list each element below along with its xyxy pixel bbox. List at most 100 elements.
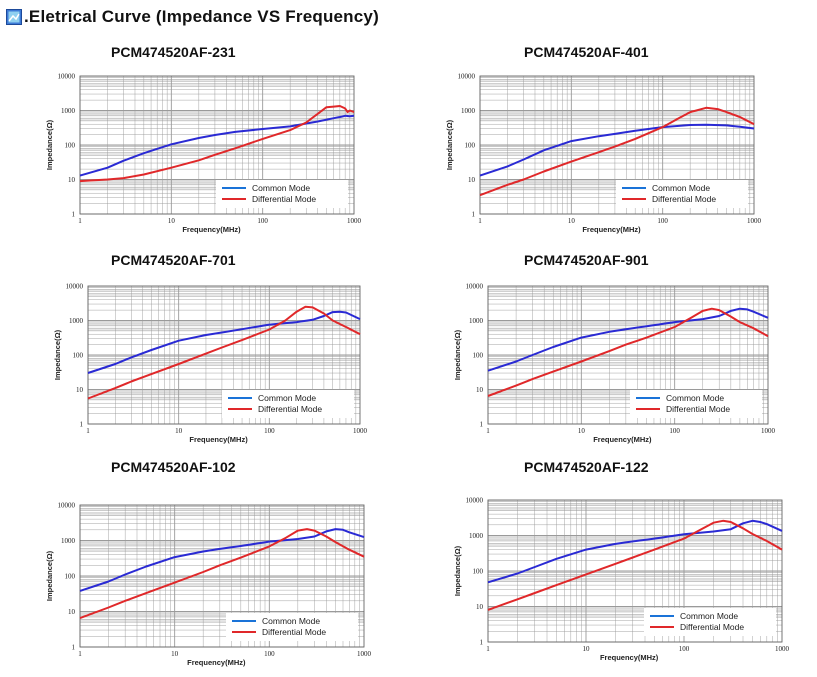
x-tick-label: 100 — [679, 645, 690, 653]
chart-4: 1 10 100 1000 10000 1 10 100 1000 Frequency(MHz) I… — [453, 283, 776, 445]
y-tick-label: 100 — [65, 573, 76, 581]
series-line-differential-mode — [479, 106, 755, 197]
chart-6: 1 10 100 1000 10000 1 10 100 1000 Frequency(MHz) I… — [453, 497, 790, 663]
page-header: .Eletrical Curve (Impedance VS Frequency… — [6, 5, 379, 29]
legend-label: Differential Mode — [262, 627, 326, 637]
y-tick-label: 10000 — [466, 283, 484, 291]
y-tick-label: 100 — [473, 352, 484, 360]
legend-label: Common Mode — [666, 393, 724, 403]
y-axis-label: Impedance(Ω) — [45, 550, 54, 601]
grid-bands — [488, 500, 782, 618]
series-line-common-mode — [479, 123, 755, 177]
x-axis-label: Frequency(MHz) — [182, 225, 241, 234]
legend-label: Common Mode — [262, 616, 320, 626]
series-line-common-mode — [79, 528, 365, 592]
plot-frame — [79, 75, 355, 215]
y-axis-label: Impedance(Ω) — [445, 119, 454, 170]
chart-2: 1 10 100 1000 10000 1 10 100 1000 Frequency(MHz) I… — [445, 73, 762, 235]
y-tick-label: 1 — [480, 421, 484, 429]
x-tick-label: 1000 — [775, 645, 790, 653]
y-tick-label: 10000 — [458, 73, 476, 81]
x-tick-label: 1 — [86, 427, 90, 435]
x-axis-label: Frequency(MHz) — [593, 435, 652, 444]
x-tick-label: 100 — [669, 427, 680, 435]
x-tick-label: 10 — [171, 650, 179, 658]
y-tick-label: 1 — [72, 644, 76, 652]
chart-title-4: PCM474520AF-901 — [524, 252, 649, 268]
x-tick-label: 10 — [568, 217, 576, 225]
y-tick-label: 10 — [476, 603, 484, 611]
legend-label: Differential Mode — [252, 194, 316, 204]
x-tick-label: 10 — [578, 427, 586, 435]
y-tick-label: 10 — [468, 176, 476, 184]
y-tick-label: 10 — [476, 386, 484, 394]
chart-5: 1 10 100 1000 10000 1 10 100 1000 Frequency(MHz) I… — [45, 502, 372, 668]
legend-label: Common Mode — [258, 393, 316, 403]
x-tick-label: 1000 — [357, 650, 372, 658]
series-line-differential-mode — [79, 105, 355, 183]
x-axis-label: Frequency(MHz) — [187, 658, 246, 667]
x-tick-label: 10 — [168, 217, 176, 225]
x-tick-label: 100 — [264, 650, 275, 658]
plot-frame — [87, 285, 361, 425]
y-tick-label: 1000 — [69, 317, 84, 325]
series-line-differential-mode — [87, 305, 361, 400]
plot-frame — [479, 75, 755, 215]
x-axis-label: Frequency(MHz) — [582, 225, 641, 234]
x-tick-label: 1000 — [353, 427, 368, 435]
legend-label: Differential Mode — [258, 404, 322, 414]
series-line-common-mode — [487, 307, 769, 372]
x-tick-label: 100 — [657, 217, 668, 225]
x-tick-label: 1 — [78, 650, 82, 658]
y-tick-label: 100 — [465, 142, 476, 150]
legend-label: Differential Mode — [652, 194, 716, 204]
legend-label: Common Mode — [252, 183, 310, 193]
x-tick-label: 10 — [583, 645, 591, 653]
y-tick-label: 1 — [480, 639, 484, 647]
series-line-common-mode — [79, 114, 355, 177]
y-tick-label: 10000 — [58, 73, 76, 81]
y-tick-label: 1 — [72, 211, 76, 219]
chart-title-3: PCM474520AF-701 — [111, 252, 236, 268]
y-tick-label: 1000 — [469, 317, 484, 325]
x-tick-label: 1000 — [761, 427, 776, 435]
y-tick-label: 1000 — [61, 107, 76, 115]
x-axis-label: Frequency(MHz) — [189, 435, 248, 444]
y-tick-label: 10000 — [58, 502, 76, 510]
x-tick-label: 1 — [78, 217, 82, 225]
x-tick-label: 100 — [257, 217, 268, 225]
grid-bands — [80, 505, 364, 623]
legend-label: Common Mode — [680, 611, 738, 621]
chart-1: 1 10 100 1000 10000 1 10 100 1000 Frequency(MHz) I… — [45, 73, 362, 235]
chart-title-6: PCM474520AF-122 — [524, 459, 649, 475]
y-tick-label: 100 — [473, 568, 484, 576]
legend-label: Common Mode — [652, 183, 710, 193]
chart-title-2: PCM474520AF-401 — [524, 44, 649, 60]
x-tick-label: 10 — [175, 427, 183, 435]
x-tick-label: 1 — [486, 645, 490, 653]
y-tick-label: 10 — [68, 176, 76, 184]
chart-title-1: PCM474520AF-231 — [111, 44, 236, 60]
series-line-differential-mode — [487, 519, 783, 611]
series-line-common-mode — [487, 519, 783, 584]
series-line-common-mode — [87, 310, 361, 374]
y-tick-label: 100 — [73, 352, 84, 360]
y-tick-label: 1 — [80, 421, 84, 429]
document-image-icon — [6, 9, 22, 25]
series-line-differential-mode — [79, 528, 365, 620]
chart-3: 1 10 100 1000 10000 1 10 100 1000 Frequency(MHz) I… — [53, 283, 368, 445]
y-tick-label: 1000 — [461, 107, 476, 115]
y-tick-label: 1 — [472, 211, 476, 219]
legend-label: Differential Mode — [666, 404, 730, 414]
y-axis-label: Impedance(Ω) — [45, 119, 54, 170]
y-axis-label: Impedance(Ω) — [53, 329, 62, 380]
x-tick-label: 1 — [486, 427, 490, 435]
plot-frame — [79, 504, 365, 648]
chart-title-5: PCM474520AF-102 — [111, 459, 236, 475]
x-tick-label: 1 — [478, 217, 482, 225]
plot-frame — [487, 285, 769, 425]
